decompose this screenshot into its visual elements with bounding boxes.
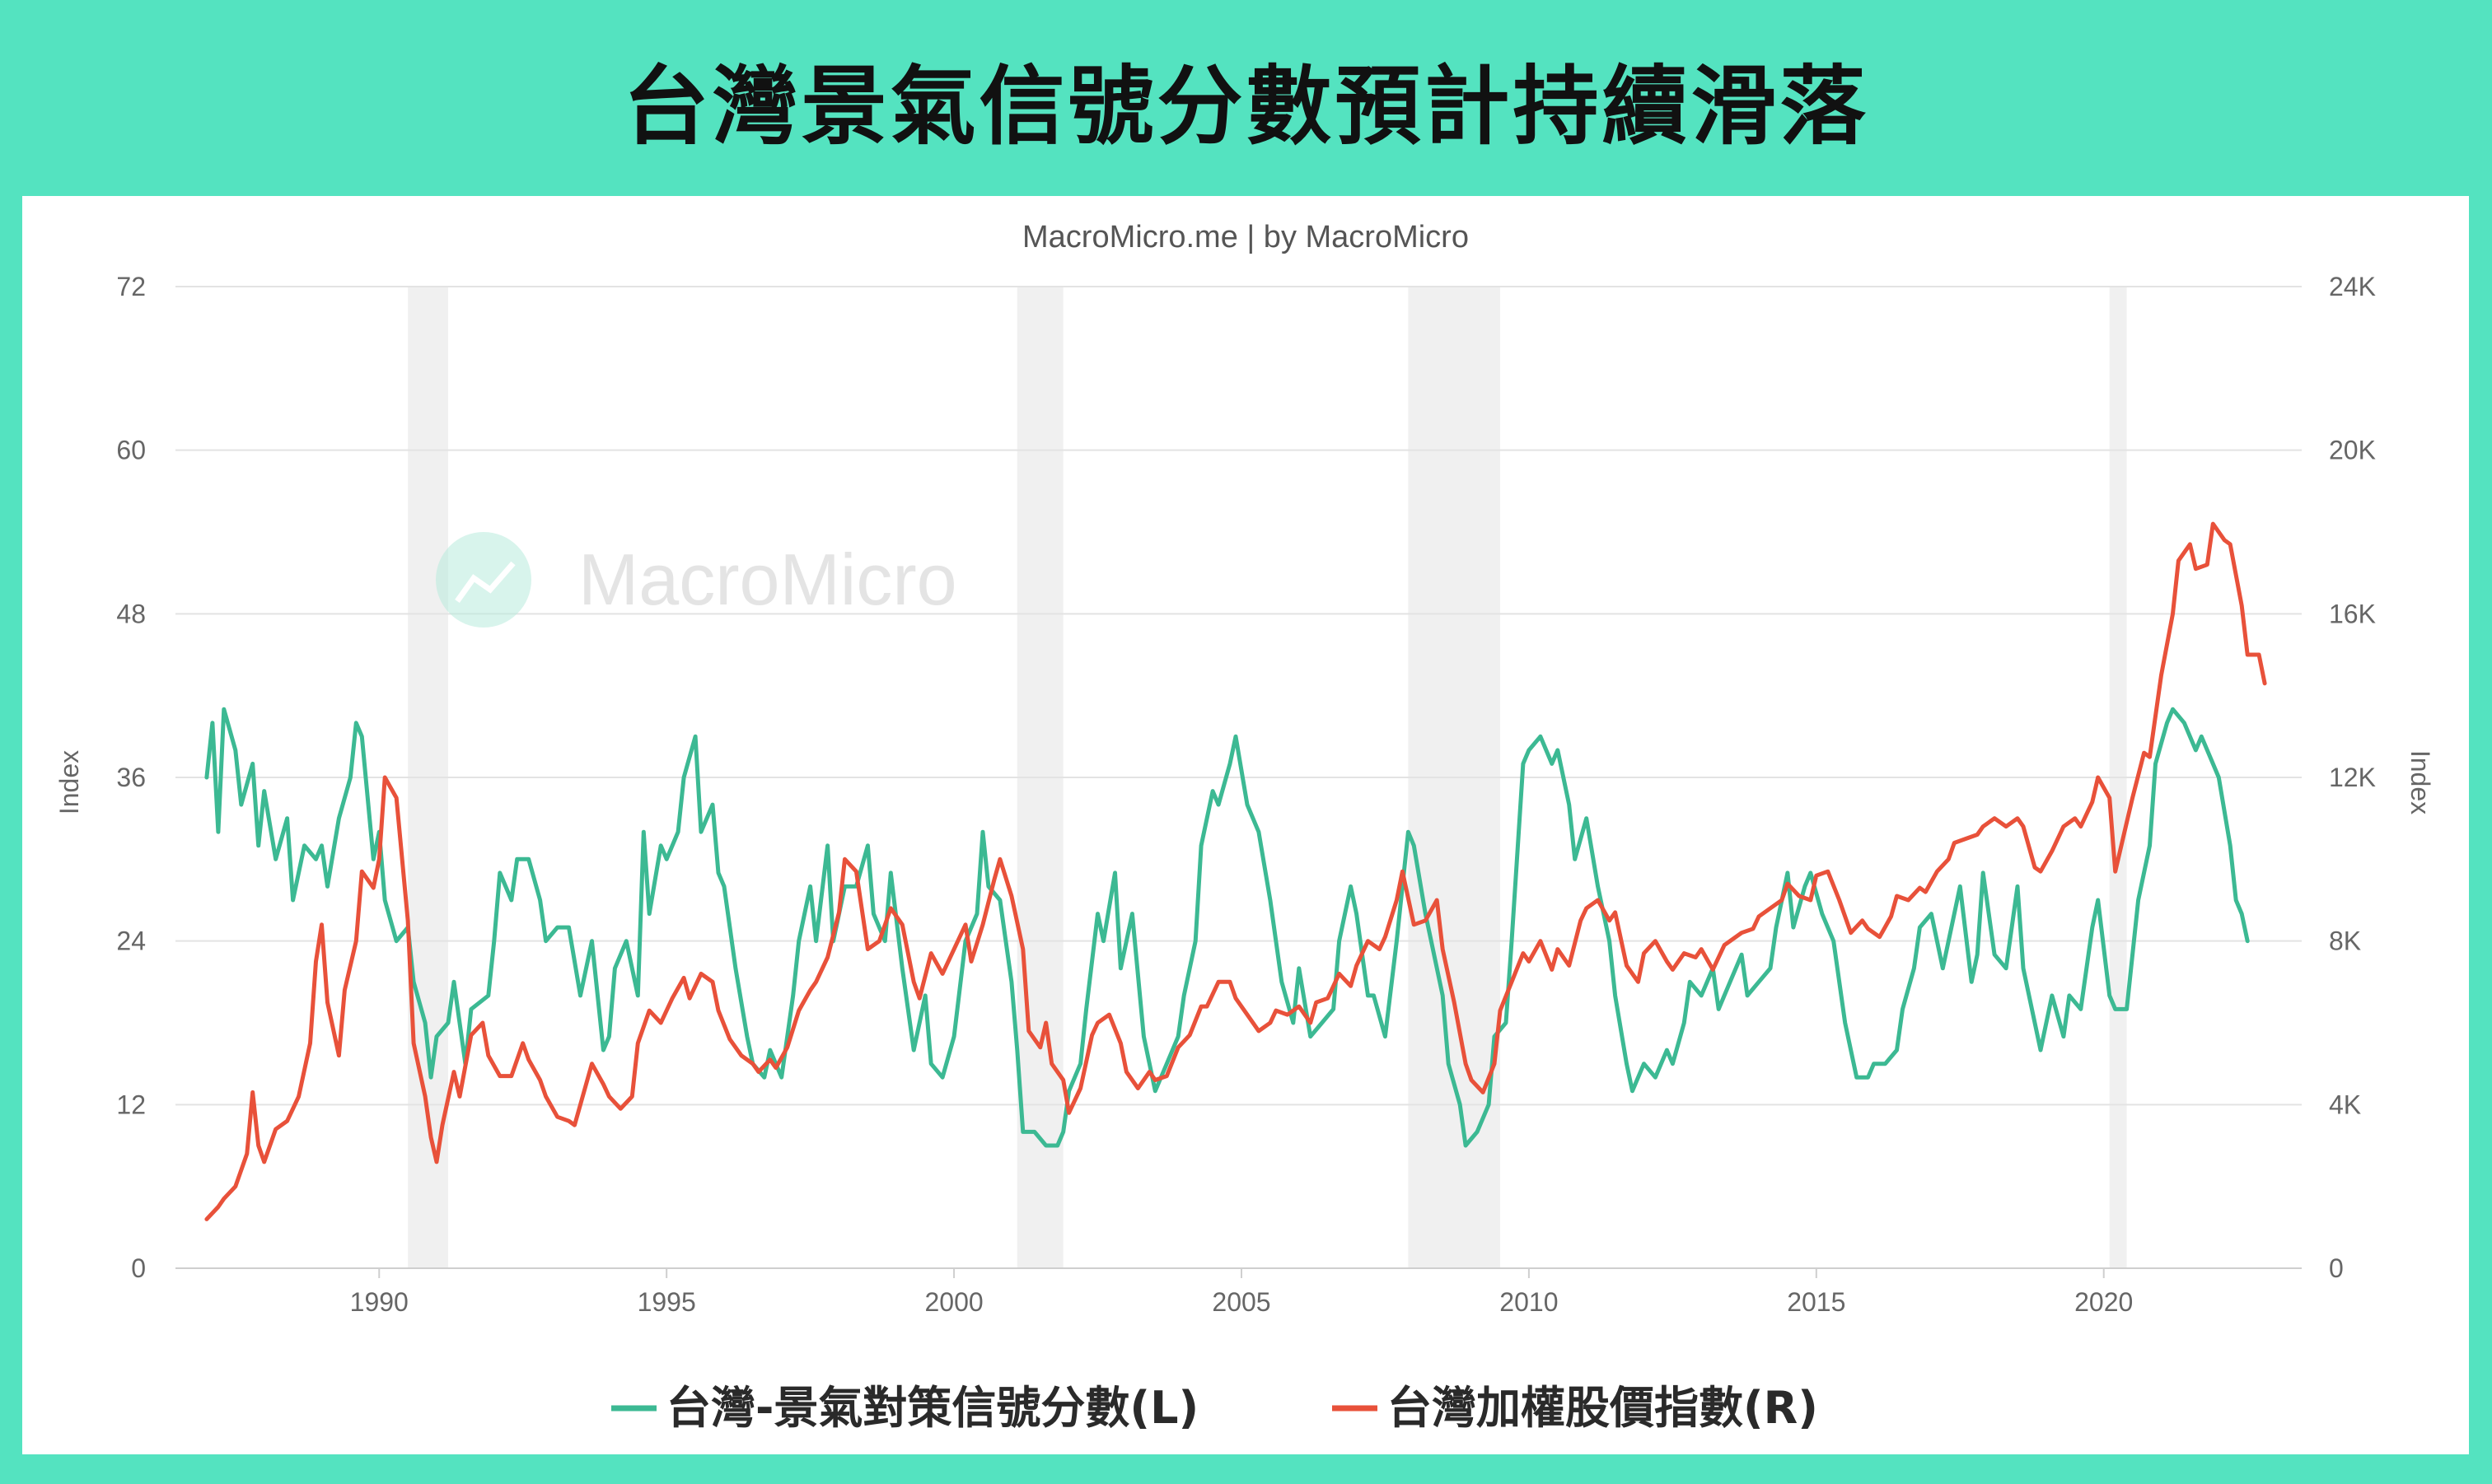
x-tick-label: 1990 [350, 1287, 409, 1317]
x-tick-label: 2000 [924, 1287, 983, 1317]
legend-item-signal[interactable]: 台灣-景氣對策信號分數(L) [611, 1382, 1199, 1434]
legend-item-taiex[interactable]: 台灣加權股價指數(R) [1332, 1382, 1818, 1434]
y-axis-left-label: Index [54, 750, 84, 814]
page-title: 台灣景氣信號分數預計持續滑落 [623, 55, 1869, 156]
y-tick-label-right: 16K [2329, 599, 2376, 628]
y-tick-label-right: 0 [2329, 1253, 2344, 1283]
x-tick-label: 2005 [1212, 1287, 1270, 1317]
y-tick-label-left: 36 [116, 763, 146, 792]
y-axis-right: 0 4K 8K 12K 16K 20K 24K [2329, 272, 2376, 1283]
y-tick-label-right: 20K [2329, 436, 2376, 465]
x-tick-label: 2010 [1499, 1287, 1558, 1317]
y-axis-left: 0 12 24 36 48 60 72 [116, 272, 146, 1283]
series-line-taiex [204, 521, 2267, 1221]
line-chart: MacroMicro.me | by MacroMicro MacroMicro… [54, 220, 2435, 1434]
y-axis-right-label: Index [2406, 750, 2435, 814]
x-tick-label: 2020 [2074, 1287, 2133, 1317]
y-tick-label-right: 24K [2329, 272, 2376, 301]
y-tick-label-right: 12K [2329, 763, 2376, 792]
y-tick-label-left: 12 [116, 1090, 146, 1119]
watermark-logo-trend-icon [455, 561, 516, 604]
y-tick-label-left: 60 [116, 436, 146, 465]
legend-label-signal: 台灣-景氣對策信號分數(L) [666, 1382, 1199, 1434]
y-tick-label-right: 8K [2329, 926, 2361, 956]
y-tick-label-right: 4K [2329, 1090, 2361, 1119]
y-tick-label-left: 48 [116, 599, 146, 628]
legend: 台灣-景氣對策信號分數(L) 台灣加權股價指數(R) [611, 1382, 1818, 1434]
legend-label-taiex: 台灣加權股價指數(R) [1387, 1382, 1818, 1434]
watermark-text: MacroMicro [578, 539, 957, 620]
x-tick-label: 1995 [638, 1287, 696, 1317]
watermark: MacroMicro [436, 532, 957, 628]
chart-subtitle: MacroMicro.me | by MacroMicro [1022, 220, 1469, 254]
x-tick-label: 2015 [1787, 1287, 1845, 1317]
watermark-logo-icon [436, 532, 531, 628]
x-axis: 1990 1995 2000 2005 2010 2015 2020 [350, 1268, 2133, 1317]
y-tick-label-left: 0 [131, 1253, 146, 1283]
series-lines [204, 521, 2267, 1221]
gridlines [175, 286, 2302, 1269]
series-line-signal [204, 707, 2250, 1148]
y-tick-label-left: 24 [116, 926, 146, 956]
chart-panel: MacroMicro.me | by MacroMicro MacroMicro… [22, 196, 2469, 1454]
y-tick-label-left: 72 [116, 272, 146, 301]
